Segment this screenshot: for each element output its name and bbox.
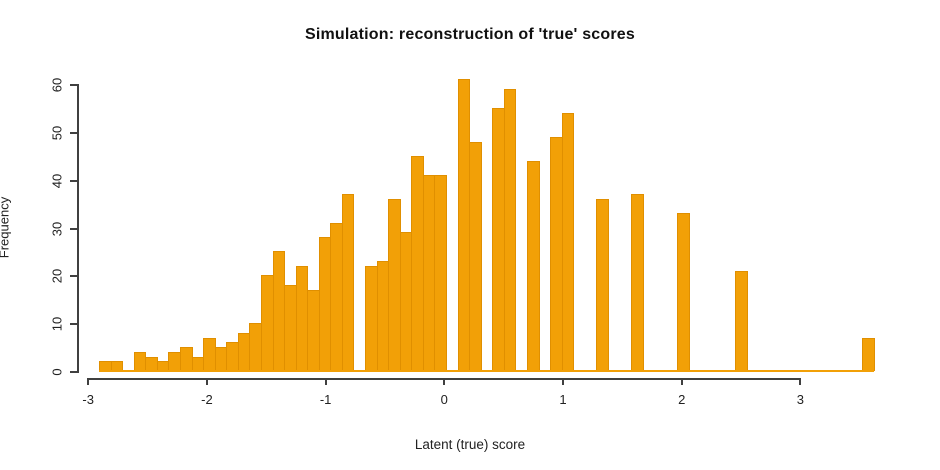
- histogram-bar: [434, 174, 447, 371]
- y-axis-tick: [70, 275, 77, 278]
- histogram-bar: [561, 112, 575, 371]
- histogram-bar: [677, 213, 690, 371]
- histogram-bar: [503, 88, 517, 371]
- y-tick-label: 0: [49, 368, 65, 376]
- y-tick-label: 50: [49, 125, 65, 141]
- x-axis-tick: [205, 378, 208, 385]
- x-axis-tick: [799, 378, 802, 385]
- y-axis-tick: [70, 131, 77, 134]
- y-tick-label: 30: [49, 221, 65, 236]
- x-tick-label: 0: [440, 392, 448, 407]
- x-tick-label: -1: [319, 392, 332, 407]
- histogram-bar: [596, 198, 609, 371]
- y-tick-label: 40: [49, 173, 65, 188]
- histogram-bar: [631, 194, 644, 371]
- x-axis-tick: [87, 378, 90, 385]
- y-axis-tick: [70, 179, 77, 182]
- chart-title: Simulation: reconstruction of 'true' sco…: [304, 26, 636, 43]
- y-tick-label: 20: [49, 269, 65, 284]
- x-axis-tick: [680, 378, 683, 385]
- y-tick-label: 60: [49, 77, 65, 93]
- histogram-bar: [341, 194, 355, 371]
- x-axis-tick: [562, 378, 564, 385]
- y-axis-tick: [70, 371, 77, 373]
- x-tick-label: 3: [796, 392, 805, 407]
- histogram-bar: [862, 337, 875, 371]
- histogram-bar: [469, 141, 482, 371]
- y-tick-label: 10: [49, 316, 65, 332]
- x-axis-tick: [443, 378, 446, 385]
- x-tick-label: 1: [559, 392, 567, 407]
- y-axis-line: [77, 84, 79, 373]
- x-axis-tick: [324, 378, 327, 385]
- y-axis-tick: [70, 323, 77, 326]
- x-axis-line: [87, 378, 800, 380]
- y-axis-label: Frequency: [0, 196, 12, 259]
- x-tick-label: -2: [201, 392, 213, 407]
- histogram-baseline: [99, 370, 874, 372]
- x-tick-label: -3: [82, 392, 94, 407]
- y-axis-tick: [70, 227, 77, 230]
- histogram-bar: [735, 270, 748, 371]
- histogram-bar: [526, 160, 540, 371]
- x-axis-label: Latent (true) score: [414, 437, 526, 452]
- y-axis-tick: [70, 84, 77, 87]
- x-tick-label: 2: [678, 392, 686, 407]
